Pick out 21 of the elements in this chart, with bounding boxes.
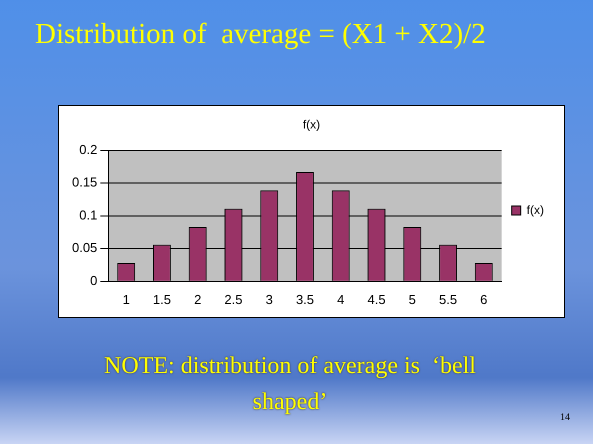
x-tick-label: 4.5 — [367, 292, 386, 307]
x-tick-label: 2 — [194, 292, 202, 307]
x-tick-label: 5 — [408, 292, 416, 307]
x-tick-label: 3.5 — [296, 292, 314, 307]
x-tick-label: 1.5 — [152, 292, 171, 307]
y-tick-label: 0.2 — [79, 142, 98, 157]
chart-subtitle: f(x) — [302, 118, 320, 132]
y-tick-label: 0.05 — [72, 240, 98, 256]
text: 14 — [560, 412, 570, 423]
text: NOTE: distribution of average is ‘bell shaped’ — [103, 352, 477, 417]
x-tick-label: 3 — [266, 292, 273, 307]
x-tick-label: 2.5 — [224, 292, 243, 307]
y-tick-label: 0.1 — [79, 207, 98, 222]
y-tick-label: 0.15 — [72, 174, 98, 190]
x-tick-label: 4 — [337, 292, 344, 307]
legend-label: f(x) — [526, 202, 544, 217]
x-tick-label: 6 — [480, 292, 488, 307]
chart-title: Distribution of average = (X1 + X2)/2 — [35, 18, 487, 51]
y-tick-label: 0 — [90, 272, 98, 288]
x-tick-label: 5.5 — [438, 292, 458, 307]
x-tick-label: 1 — [122, 292, 130, 307]
